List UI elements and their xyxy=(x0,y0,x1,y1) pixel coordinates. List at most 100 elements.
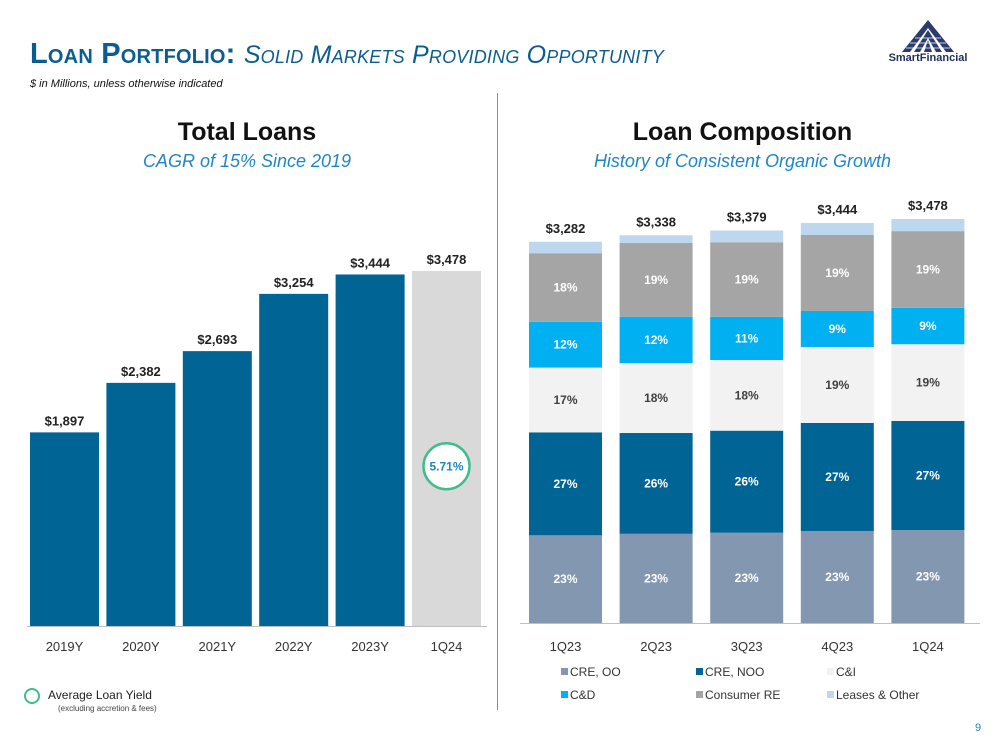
segment-4q23-3 xyxy=(800,310,874,347)
value-label: $3,444 xyxy=(350,255,391,270)
segment-label: 19% xyxy=(916,263,940,277)
segment-label: 19% xyxy=(825,266,849,280)
x-tick-label: 2022Y xyxy=(275,639,313,654)
segment-label: 18% xyxy=(644,391,668,405)
total-label: $3,338 xyxy=(636,214,676,229)
segment-1q23-3 xyxy=(529,321,602,368)
page-number: 9 xyxy=(975,722,982,734)
x-tick-label: 1Q24 xyxy=(912,639,944,654)
segment-label: 26% xyxy=(735,475,759,489)
value-label: $2,382 xyxy=(121,364,161,379)
legend-label: C&D xyxy=(570,688,596,702)
segment-2q23-1 xyxy=(619,433,693,534)
segment-label: 19% xyxy=(735,273,759,287)
logo-icon xyxy=(902,20,954,52)
value-label: $2,693 xyxy=(197,332,237,347)
segment-1q24-2 xyxy=(891,344,965,421)
x-tick-label: 4Q23 xyxy=(821,639,853,654)
right-panel-heading: Loan Composition xyxy=(632,118,853,146)
value-label: $3,254 xyxy=(274,275,315,290)
segment-2q23-2 xyxy=(619,363,693,434)
legend-label: C&I xyxy=(836,665,856,679)
segment-1q24-3 xyxy=(891,307,965,345)
segment-label: 23% xyxy=(644,571,668,585)
segment-label: 18% xyxy=(553,281,577,295)
segment-label: 27% xyxy=(553,477,577,491)
total-label: $3,282 xyxy=(546,221,586,236)
right-panel-subheading: History of Consistent Organic Growth xyxy=(593,151,892,171)
segment-4q23-0 xyxy=(800,530,874,623)
bar-2021y xyxy=(182,351,252,626)
segment-label: 19% xyxy=(825,378,849,392)
segment-label: 9% xyxy=(919,319,937,333)
logo-text: SmartFinancial xyxy=(888,52,968,64)
segment-2q23-0 xyxy=(619,533,693,623)
legend-label: Leases & Other xyxy=(836,688,919,702)
segment-4q23-2 xyxy=(800,346,874,423)
legend-swatch xyxy=(696,691,703,698)
segment-3q23-5 xyxy=(710,230,784,243)
legend-swatch xyxy=(827,668,834,675)
segment-1q24-0 xyxy=(891,530,965,623)
page-title: Loan Portfolio: Solid Markets Providing … xyxy=(30,38,664,71)
segment-2q23-5 xyxy=(619,235,693,244)
segment-label: 12% xyxy=(553,338,577,352)
legend-swatch xyxy=(827,691,834,698)
segment-label: 12% xyxy=(644,333,668,347)
legend-label: CRE, NOO xyxy=(705,665,764,679)
x-tick-label: 2021Y xyxy=(199,639,237,654)
yield-circle-icon xyxy=(24,688,40,704)
title-subtitle: Solid Markets Providing Opportunity xyxy=(243,41,664,69)
legend-swatch xyxy=(561,668,568,675)
total-label: $3,478 xyxy=(908,198,948,213)
yield-legend-note: (excluding accretion & fees) xyxy=(58,704,157,713)
segment-label: 17% xyxy=(553,393,577,407)
segment-label: 23% xyxy=(916,570,940,584)
segment-3q23-1 xyxy=(710,430,784,533)
segment-1q23-0 xyxy=(529,535,602,623)
yield-annotation-circle xyxy=(422,442,471,491)
segment-label: 19% xyxy=(644,273,668,287)
bar-2020y xyxy=(106,382,176,626)
segment-1q24-5 xyxy=(891,219,965,232)
segment-label: 23% xyxy=(553,572,577,586)
segment-1q23-5 xyxy=(529,241,602,254)
segment-4q23-4 xyxy=(800,234,874,311)
segment-3q23-3 xyxy=(710,316,784,361)
title-main: Loan Portfolio: xyxy=(30,38,236,70)
segment-label: 23% xyxy=(825,570,849,584)
segment-4q23-1 xyxy=(800,422,874,531)
yield-annotation-label: 5.71% xyxy=(429,459,463,473)
legend-label: Consumer RE xyxy=(705,688,780,702)
total-label: $3,379 xyxy=(727,209,767,224)
segment-1q23-4 xyxy=(529,253,602,322)
segment-3q23-0 xyxy=(710,532,784,623)
segment-1q23-2 xyxy=(529,367,602,433)
segment-1q24-4 xyxy=(891,231,965,308)
x-tick-label: 2019Y xyxy=(46,639,84,654)
segment-2q23-4 xyxy=(619,243,693,317)
x-tick-label: 1Q24 xyxy=(431,639,463,654)
legend-label: CRE, OO xyxy=(570,665,621,679)
yield-legend-label: Average Loan Yield xyxy=(48,688,152,702)
segment-label: 11% xyxy=(735,331,759,345)
segment-1q23-1 xyxy=(529,432,602,536)
panel-divider xyxy=(497,93,498,710)
segment-1q24-1 xyxy=(891,421,965,531)
value-label: $3,478 xyxy=(427,252,467,267)
left-panel-subheading: CAGR of 15% Since 2019 xyxy=(142,151,352,171)
bar-2022y xyxy=(259,293,329,626)
segment-label: 27% xyxy=(825,470,849,484)
segment-2q23-3 xyxy=(619,316,693,364)
units-note: $ in Millions, unless otherwise indicate… xyxy=(30,78,223,90)
x-tick-label: 2Q23 xyxy=(640,639,672,654)
bar-2019y xyxy=(30,432,99,626)
x-tick-label: 1Q23 xyxy=(550,639,582,654)
segment-label: 26% xyxy=(644,476,668,490)
x-tick-label: 2023Y xyxy=(351,639,389,654)
left-panel-heading: Total Loans xyxy=(177,118,317,146)
segment-label: 9% xyxy=(829,322,847,336)
segment-label: 19% xyxy=(916,376,940,390)
